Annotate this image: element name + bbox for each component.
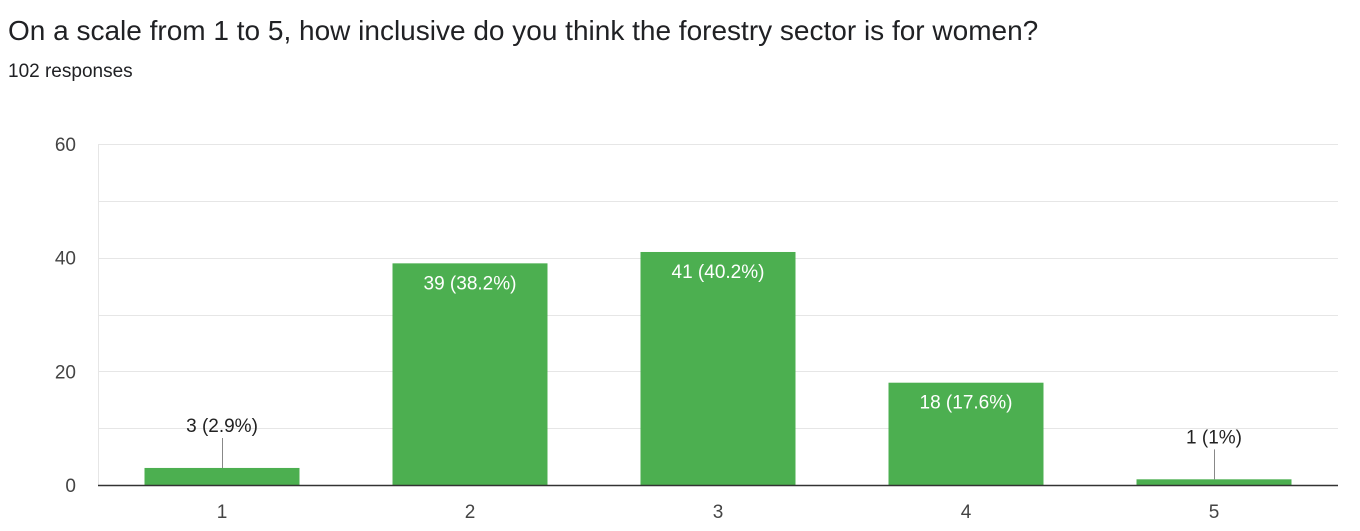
data-label: 1 (1%) — [1186, 427, 1242, 448]
x-tick-label: 1 — [217, 502, 228, 523]
response-count: 102 responses — [8, 61, 133, 82]
data-label: 18 (17.6%) — [920, 393, 1013, 414]
bar — [144, 467, 300, 485]
bars — [144, 251, 1292, 485]
bar — [392, 263, 548, 485]
data-labels: 3 (2.9%) 39 (38.2%) 41 (40.2%) 18 (17.6%) 1 … — [186, 262, 1242, 480]
data-label: 41 (40.2%) — [672, 262, 765, 283]
y-tick-label: 60 — [55, 135, 76, 156]
y-tick-label: 0 — [65, 476, 76, 497]
x-tick-label: 4 — [961, 502, 972, 523]
data-label: 39 (38.2%) — [424, 273, 517, 294]
bar — [640, 251, 796, 485]
x-tick-label: 2 — [465, 502, 476, 523]
data-label: 3 (2.9%) — [186, 416, 258, 437]
bar — [888, 382, 1044, 485]
question-title: On a scale from 1 to 5, how inclusive do… — [8, 15, 1039, 46]
y-axis-ticks: 0 20 40 60 — [55, 135, 76, 497]
x-axis-ticks: 1 2 3 4 5 — [217, 502, 1220, 523]
bar — [1136, 479, 1292, 485]
x-tick-label: 5 — [1209, 502, 1220, 523]
y-tick-label: 20 — [55, 362, 76, 383]
y-tick-label: 40 — [55, 249, 76, 270]
x-tick-label: 3 — [713, 502, 724, 523]
